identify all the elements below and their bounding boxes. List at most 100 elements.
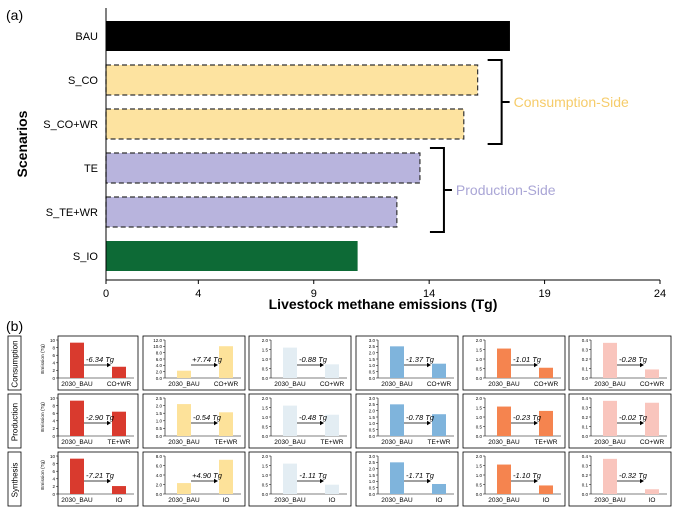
subplot-y-tick-label: 0.0 [476, 434, 483, 439]
row-label-production: Production [11, 403, 20, 441]
change-annotation: -1.10 Tg [513, 471, 542, 480]
change-arrow-head [214, 362, 218, 368]
change-annotation: -2.90 Tg [86, 413, 115, 422]
subplot-y-tick-label: 1.0 [369, 421, 376, 426]
subplot-y-tick-label: 0 [52, 434, 55, 439]
change-annotation: -0.32 Tg [619, 471, 648, 480]
change-arrow-head [214, 478, 218, 484]
subplot-category-label: 2030_BAU [274, 497, 306, 504]
subplot-y-tick-label: 0.0 [262, 434, 269, 439]
subplot-frame [142, 335, 246, 391]
subplot-category-label: TE+WR [535, 439, 558, 446]
subplot-y-tick-label: 2.0 [476, 396, 483, 401]
change-annotation: -1.01 Tg [513, 355, 542, 364]
subplot-y-tick-label: 2.5 [369, 402, 376, 407]
subplot-y-tick-label: 2.0 [262, 338, 269, 343]
subplot-category-label: 2030_BAU [168, 381, 200, 388]
subplot-category-label: 2030_BAU [381, 497, 413, 504]
subplot-y-tick-label: 1.5 [369, 357, 376, 362]
subplot-y-tick-label: 0.3 [582, 463, 589, 468]
subplot-frame [568, 335, 672, 391]
subplot-y-tick-label: 0 [52, 492, 55, 497]
change-arrow-head [534, 362, 538, 368]
subplot-bar [177, 483, 191, 494]
subplot-y-tick-label: 2 [52, 484, 55, 489]
bar-te [105, 152, 421, 184]
subplot-bar [645, 369, 659, 378]
subplot-bar [432, 483, 446, 494]
subplot-y-tick-label: 1.5 [369, 473, 376, 478]
subplot-category-label: CO+WR [107, 381, 132, 388]
change-arrow-head [320, 478, 324, 484]
subplot-y-tick-label: 0.0 [262, 376, 269, 381]
subplot-y-tick-label: 4.0 [156, 363, 163, 368]
subplot-bar [432, 414, 446, 436]
subplot-category-label: 2030_BAU [488, 439, 520, 446]
subplot-y-tick-label: 1.0 [156, 419, 163, 424]
change-arrow-head [214, 420, 218, 426]
subplot-bar [70, 400, 84, 436]
subplot-y-tick-label: 1.0 [369, 363, 376, 368]
subplot-bar [390, 462, 404, 494]
subplot-y-tick-label: 1.5 [156, 411, 163, 416]
subplot-category-label: CO+WR [427, 381, 452, 388]
subplot-y-tick-label: 6.0 [156, 463, 163, 468]
subplot-y-tick-label: 2 [52, 368, 55, 373]
change-arrow-head [534, 420, 538, 426]
subplot-bar [70, 458, 84, 494]
subplot-bar [283, 463, 297, 494]
subplot-y-tick-label: 2.5 [156, 396, 163, 401]
subplot-y-tick-label: 0.5 [369, 485, 376, 490]
bar-s-io [106, 241, 358, 271]
subplot-y-tick-label: 4 [52, 419, 55, 424]
subplot-category-label: IO [116, 497, 123, 504]
bar-s-co-wr [105, 108, 465, 140]
subplot-category-label: CO+WR [640, 381, 665, 388]
subplot-y-tick-label: 0.0 [582, 376, 589, 381]
subplot-y-tick-label: 8 [52, 403, 55, 408]
change-annotation: -0.48 Tg [299, 413, 328, 422]
subplot-bar [432, 363, 446, 378]
subplot-y-tick-label: 0.5 [369, 427, 376, 432]
subplot-y-tick-label: 0.2 [582, 415, 589, 420]
subplot-y-tick-label: 2.0 [369, 408, 376, 413]
subplot-bar [325, 364, 339, 378]
subplot-bar [390, 404, 404, 436]
subplot-bar [219, 412, 233, 436]
subplot-frame [248, 335, 352, 391]
subplot-bar [645, 489, 659, 494]
subplot-y-tick-label: 2.0 [262, 454, 269, 459]
subplot-y-tick-label: 1.5 [369, 415, 376, 420]
row-label-synthesis: Synthesis [11, 463, 20, 498]
subplot-y-tick-label: 2 [52, 426, 55, 431]
subplot-bar [283, 405, 297, 436]
subplot-category-label: CO+WR [320, 381, 345, 388]
subplot-category-label: 2030_BAU [61, 439, 93, 446]
change-arrow-head [427, 362, 431, 368]
subplot-y-tick-label: 3.0 [369, 454, 376, 459]
x-tick-label: 19 [538, 288, 550, 300]
subplot-bar [390, 346, 404, 378]
subplot-y-tick-label: 6 [52, 469, 55, 474]
subplot-category-label: IO [436, 497, 443, 504]
subplot-category-label: 2030_BAU [488, 497, 520, 504]
change-arrow-head [640, 478, 644, 484]
change-arrow-head [640, 362, 644, 368]
subplot-y-tick-label: 0.4 [582, 454, 589, 459]
subplot-y-tick-label: 0.0 [369, 492, 376, 497]
group-label: Production-Side [456, 182, 556, 198]
subplot-y-tick-label: 4 [52, 361, 55, 366]
subplot-category-label: IO [223, 497, 230, 504]
subplot-y-tick-label: 0.4 [582, 338, 589, 343]
subplot-y-tick-label: 0.5 [156, 426, 163, 431]
subplot-y-tick-label: 1.0 [262, 473, 269, 478]
subplot-bar [112, 366, 126, 378]
subplot-y-tick-label: 0.5 [476, 366, 483, 371]
subplot-bar [112, 411, 126, 436]
subplot-category-label: CO+WR [534, 381, 559, 388]
change-arrow-head [640, 420, 644, 426]
subplot-y-tick-label: 2.5 [369, 344, 376, 349]
subplot-y-tick-label: 1.0 [369, 479, 376, 484]
change-arrow-head [107, 362, 111, 368]
